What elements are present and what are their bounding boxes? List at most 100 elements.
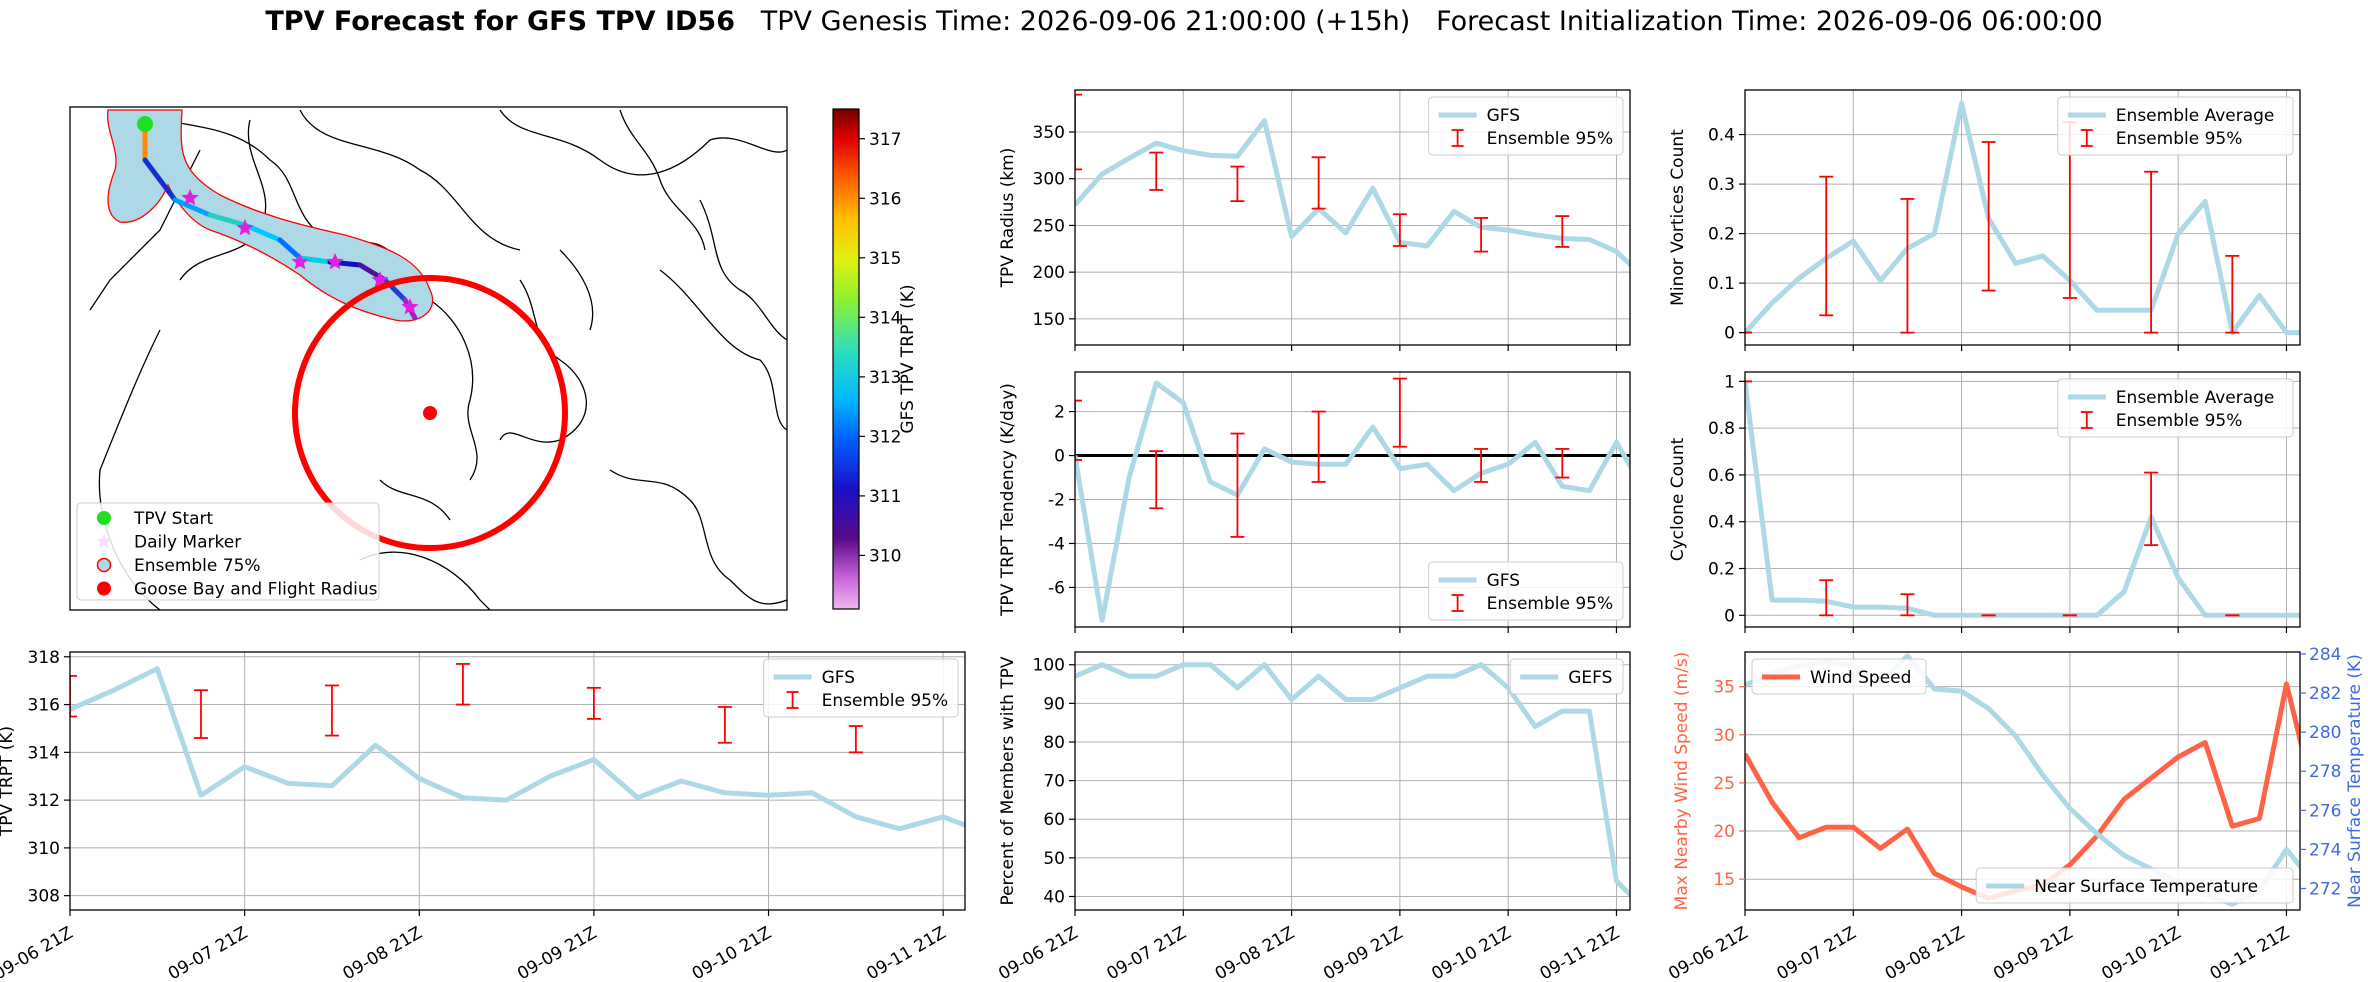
daily-marker-3 bbox=[326, 253, 344, 270]
colorbar-tick-label-5: 315 bbox=[869, 249, 901, 269]
ytick-label-1: 20 bbox=[1713, 822, 1735, 842]
track-segment-2 bbox=[172, 197, 213, 218]
errorbar-7 bbox=[2307, 140, 2321, 323]
map-legend-label-2: Ensemble 75% bbox=[134, 556, 261, 576]
ytick-label-2: 0.2 bbox=[1708, 225, 1735, 245]
ytick-label-1: 0.2 bbox=[1708, 560, 1735, 580]
errorbar-3 bbox=[1311, 410, 1326, 483]
ytick-right-label-5: 282 bbox=[2309, 684, 2341, 704]
series-line bbox=[70, 666, 965, 832]
coastline-1 bbox=[299, 109, 521, 251]
errorbar-5 bbox=[1474, 217, 1489, 253]
ylabel: TPV Radius (km) bbox=[998, 148, 1018, 289]
ytick-label-3: 0 bbox=[1054, 447, 1065, 467]
ytick-label-5: 318 bbox=[28, 648, 60, 668]
ytick-label-1: -4 bbox=[1048, 534, 1065, 554]
map-legend-label-0: TPV Start bbox=[133, 509, 214, 529]
errorbar-2 bbox=[324, 684, 339, 737]
ytick-label-1: 50 bbox=[1043, 849, 1065, 869]
errorbar-7 bbox=[980, 762, 994, 791]
ylabel: TPV TRPT Tendency (K/day) bbox=[998, 383, 1018, 617]
series-line bbox=[1075, 662, 1630, 899]
map-legend-swatch-ensemble bbox=[96, 557, 112, 573]
daily-marker-2 bbox=[291, 253, 309, 270]
errorbar-10 bbox=[1880, 458, 1894, 500]
xtick-label-3: 09-09 21Z bbox=[1990, 923, 2076, 982]
errorbar-7 bbox=[1637, 235, 1651, 270]
ytick-label-4: 350 bbox=[1033, 123, 1065, 143]
ytick-label-2: 0.4 bbox=[1708, 513, 1735, 533]
ytick-label-3: 300 bbox=[1033, 170, 1065, 190]
coastline-8 bbox=[699, 199, 787, 341]
ytick-right-label-6: 284 bbox=[2309, 645, 2341, 665]
ytick-label-0: -6 bbox=[1048, 578, 1065, 598]
legend: GEFS bbox=[1509, 658, 1624, 695]
track-segment-1 bbox=[142, 157, 178, 203]
daily-marker-1 bbox=[236, 219, 254, 236]
ytick-label-2: 60 bbox=[1043, 810, 1065, 830]
daily-marker-5 bbox=[401, 298, 419, 315]
legend-left: Wind Speed bbox=[1751, 658, 1927, 695]
legend-label: Ensemble Average bbox=[2116, 106, 2275, 126]
ytick-right-label-1: 274 bbox=[2309, 840, 2341, 860]
errorbar-9 bbox=[1799, 442, 1813, 479]
errorbar-3 bbox=[1311, 156, 1326, 210]
figure-title: TPV Forecast for GFS TPV ID56 TPV Genesi… bbox=[0, 6, 2368, 37]
ytick-label-4: 2 bbox=[1054, 403, 1065, 423]
errorbar-5 bbox=[2144, 170, 2159, 334]
xtick-label-3: 09-09 21Z bbox=[1320, 923, 1406, 982]
ytick-label-3: 0.6 bbox=[1708, 466, 1735, 486]
ytick-label-2: -2 bbox=[1048, 491, 1065, 511]
title-genesis: TPV Genesis Time: 2026-09-06 21:00:00 (+… bbox=[760, 6, 1411, 37]
errorbar-0 bbox=[70, 674, 77, 718]
legend-box bbox=[1751, 658, 1927, 695]
track-segment-6 bbox=[297, 255, 333, 265]
panel-wind_temp: 15 20 25 30 35 272 274 276 278 280 282 284 09-06 21Z… bbox=[1665, 645, 2365, 982]
ytick-label-4: 0.4 bbox=[1708, 126, 1735, 146]
legend-box bbox=[1428, 561, 1624, 621]
colorbar-tick-label-4: 314 bbox=[869, 308, 901, 328]
errorbar-1 bbox=[193, 689, 208, 739]
ytick-label-5: 1 bbox=[1724, 372, 1735, 392]
errorbar-7 bbox=[1637, 423, 1651, 463]
ylabel: Max Nearby Wind Speed (m/s) bbox=[1672, 652, 1692, 911]
ytick-label-1: 200 bbox=[1033, 263, 1065, 283]
coastline-6 bbox=[609, 469, 787, 605]
panel-frame bbox=[69, 651, 966, 911]
colorbar-label: GFS TPV TRPT (K) bbox=[898, 284, 918, 433]
ytick-label-3: 70 bbox=[1043, 772, 1065, 792]
ytick-label-4: 80 bbox=[1043, 733, 1065, 753]
errorbar-0 bbox=[1075, 399, 1082, 461]
coastline-12 bbox=[559, 249, 594, 331]
map-legend-box bbox=[76, 502, 380, 601]
panel-frame bbox=[1744, 651, 2301, 911]
panel-tendency: -6 -4 -2 0 2 TPV TRPT Tendency (K/day) GFS Ense… bbox=[998, 371, 1894, 633]
coastline-10 bbox=[429, 299, 478, 481]
ytick-right-label-3: 278 bbox=[2309, 762, 2341, 782]
legend-label: Ensemble Average bbox=[2116, 388, 2275, 408]
panel-frame bbox=[1074, 89, 1631, 346]
legend-label: GFS bbox=[1487, 106, 1520, 126]
legend-box bbox=[1975, 867, 2294, 904]
xtick-label-5: 09-11 21Z bbox=[1537, 923, 1623, 982]
errorbar-6 bbox=[1555, 448, 1570, 479]
xtick-label-5: 09-11 21Z bbox=[2207, 923, 2293, 982]
ytick-label-4: 0.8 bbox=[1708, 419, 1735, 439]
legend-box bbox=[763, 658, 959, 718]
ytick-label-5: 90 bbox=[1043, 694, 1065, 714]
panel-minor: 0 0.1 0.2 0.3 0.4 Minor Vortices Count Ensembl… bbox=[1668, 89, 2321, 351]
ytick-label-1: 310 bbox=[28, 839, 60, 859]
panel-cyclone: 0 0.2 0.4 0.6 0.8 1 Cyclone Count Ensemble Aver… bbox=[1668, 371, 2301, 633]
map-legend-swatch-goose bbox=[97, 581, 111, 596]
track-segment-3 bbox=[207, 212, 248, 228]
ylabel: Cyclone Count bbox=[1668, 437, 1688, 561]
panel-map: TPV Start Daily Marker Ensemble 75% Goose B… bbox=[69, 106, 918, 611]
errorbar-4 bbox=[1392, 377, 1407, 448]
coastline-5 bbox=[659, 269, 787, 431]
xtick-label-2: 09-08 21Z bbox=[1882, 923, 1968, 982]
plot-area bbox=[1075, 93, 1651, 270]
errorbar-2 bbox=[1230, 432, 1245, 538]
errorbar-1 bbox=[1819, 175, 1834, 317]
ytick-right-label-4: 280 bbox=[2309, 723, 2341, 743]
map-legend-label-1: Daily Marker bbox=[134, 533, 241, 553]
